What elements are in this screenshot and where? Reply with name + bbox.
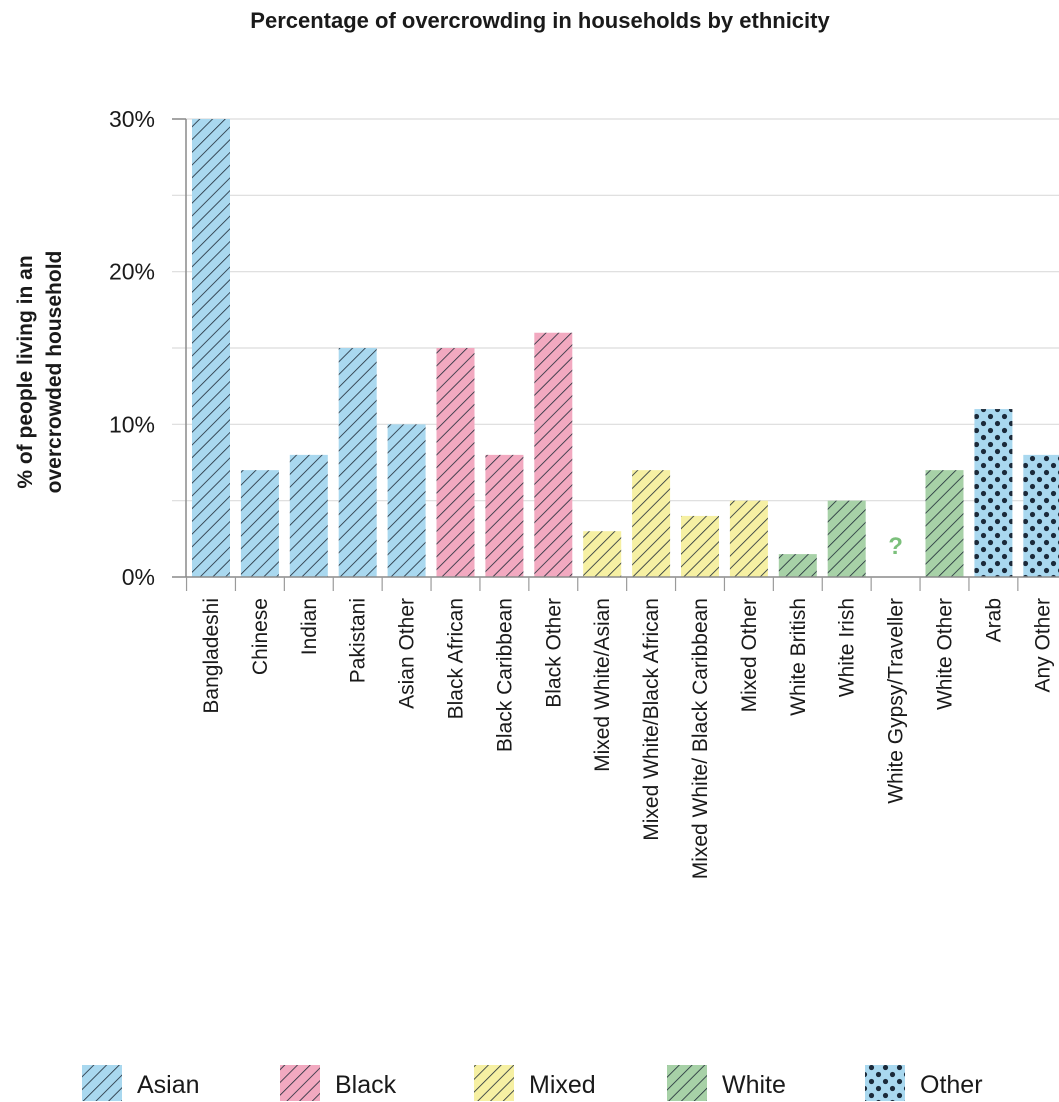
x-tick-label: Chinese (249, 598, 272, 675)
bar-black-other (534, 332, 573, 577)
gridlines (172, 118, 1059, 502)
x-tick-label: Pakistani (347, 598, 370, 683)
x-tick-label: Mixed White/Asian (591, 598, 614, 772)
bar-any-other (1023, 454, 1059, 577)
legend-label: Black (335, 1071, 397, 1099)
bar-indian (289, 454, 328, 577)
unknown-value-marker: ? (888, 533, 903, 560)
bar-chinese (240, 470, 279, 577)
legend-swatch (865, 1065, 905, 1101)
bar-mixed-white-black-caribbean (681, 515, 719, 577)
x-tick-label: Black Other (542, 598, 565, 708)
legend-item-asian: Asian (82, 1065, 200, 1101)
legend-item-other: Other (865, 1065, 983, 1101)
legend-swatch (280, 1065, 320, 1101)
y-tick-label: 0% (122, 564, 155, 590)
bar-white-other (925, 470, 964, 577)
legend-item-black: Black (280, 1065, 397, 1101)
bar-mixed-white-asian (583, 531, 622, 577)
legend-label: Asian (137, 1071, 200, 1099)
x-tick-label: Any Other (1031, 598, 1054, 693)
bar-black-caribbean (485, 454, 524, 577)
x-tick-label: Mixed White/ Black Caribbean (689, 598, 712, 879)
y-axis-ticks: 0% 10% 20% 30% (109, 106, 155, 590)
legend-item-white: White (667, 1065, 786, 1101)
bar-asian-other (387, 424, 426, 577)
bar-bangladeshi (192, 119, 230, 577)
x-tick-label: Mixed White/Black African (640, 598, 663, 841)
bar-white-british (778, 554, 817, 577)
chart-title: Percentage of overcrowding in households… (250, 8, 830, 33)
legend-item-mixed: Mixed (474, 1065, 596, 1101)
bar-arab (974, 409, 1013, 577)
legend-label: Mixed (529, 1071, 596, 1099)
legend-swatch (82, 1065, 122, 1101)
x-tick-label: White Gypsy/Traveller (885, 598, 908, 804)
x-tick-label: Black African (445, 598, 468, 719)
x-tick-label: Indian (298, 598, 321, 655)
x-tick-label: Asian Other (396, 598, 419, 709)
x-tick-label: Arab (982, 598, 1005, 642)
bar-mixed-other (729, 500, 768, 577)
legend-swatch (474, 1065, 514, 1101)
axes (172, 118, 1059, 591)
legend-swatch (667, 1065, 707, 1101)
legend-label: Other (920, 1071, 983, 1099)
y-tick-label: 30% (109, 106, 155, 132)
x-tick-label: White British (787, 598, 810, 716)
x-axis-labels: Bangladeshi Chinese Indian Pakistani Asian O… (200, 598, 1054, 879)
bars: ? (192, 119, 1059, 577)
x-tick-label: Mixed Other (738, 598, 761, 712)
y-axis-label-line: overcrowded household (43, 251, 66, 494)
bar-mixed-white-black-african (632, 470, 671, 577)
legend-label: White (722, 1071, 786, 1099)
y-tick-label: 20% (109, 259, 155, 285)
x-tick-label: Black Caribbean (493, 598, 516, 752)
y-axis-label-line: % of people living in an (14, 255, 37, 488)
y-tick-label: 10% (109, 411, 155, 437)
bar-pakistani (338, 348, 377, 577)
x-tick-label: White Other (934, 598, 957, 710)
legend: Asian Black Mixed White Other (82, 1065, 983, 1101)
bar-black-african (436, 348, 475, 577)
x-tick-label: White Irish (836, 598, 859, 697)
bar-white-irish (827, 500, 866, 577)
y-axis-label: % of people living in an overcrowded hous… (14, 251, 66, 494)
x-tick-label: Bangladeshi (200, 598, 223, 714)
